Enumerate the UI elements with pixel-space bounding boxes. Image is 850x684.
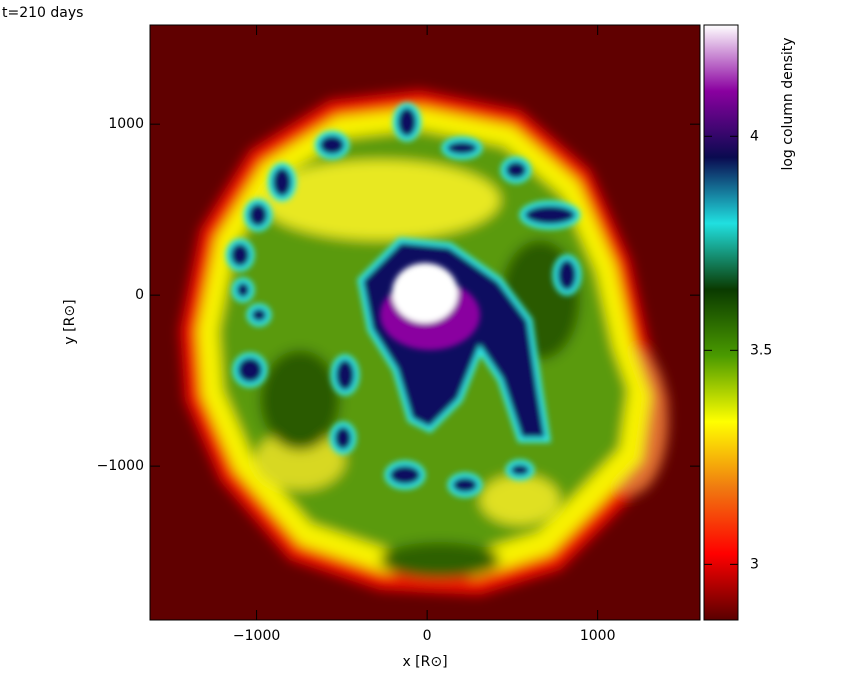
colorbar	[703, 24, 739, 621]
y-tick-label: −1000	[97, 458, 144, 474]
density-image	[150, 25, 700, 620]
colorbar-tick-label: 4	[750, 128, 759, 144]
plot-frame	[149, 24, 701, 621]
x-tick-label: 1000	[580, 628, 616, 644]
colorbar-label: log column density	[780, 37, 796, 170]
colorbar-tick-label: 3.5	[750, 342, 772, 358]
y-axis-label: y [R⊙]	[62, 299, 78, 344]
x-tick-label: −1000	[233, 628, 280, 644]
y-tick-label: 0	[135, 287, 144, 303]
colorbar-tick-label: 3	[750, 556, 759, 572]
x-axis-label: x [R⊙]	[402, 654, 447, 670]
y-tick-label: 1000	[108, 116, 144, 132]
x-tick-label: 0	[423, 628, 432, 644]
chart-title: t=210 days	[2, 5, 83, 21]
